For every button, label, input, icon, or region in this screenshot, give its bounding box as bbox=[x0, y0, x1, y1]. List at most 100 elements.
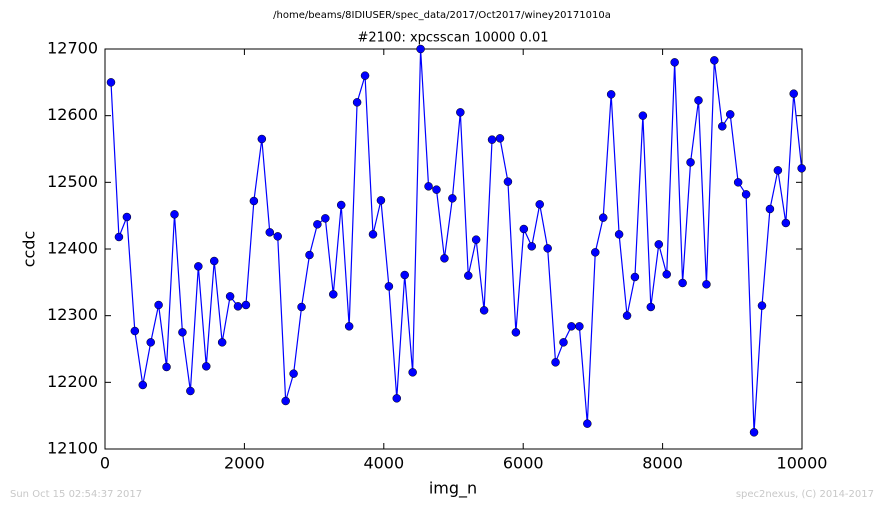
data-point bbox=[249, 196, 259, 206]
data-point bbox=[725, 110, 735, 119]
data-point bbox=[702, 280, 711, 289]
data-point bbox=[749, 428, 759, 437]
y-tick-label: 12400 bbox=[47, 239, 98, 258]
series-line bbox=[110, 48, 803, 433]
data-point bbox=[559, 338, 568, 347]
x-tick-label: 2000 bbox=[224, 454, 265, 473]
data-point bbox=[733, 178, 743, 187]
data-point bbox=[479, 306, 489, 315]
data-point bbox=[281, 396, 290, 406]
y-tick-label: 12100 bbox=[47, 439, 98, 458]
data-point bbox=[368, 230, 378, 239]
data-point bbox=[487, 135, 497, 144]
data-point bbox=[122, 212, 132, 222]
data-point bbox=[495, 134, 505, 143]
data-point bbox=[170, 210, 179, 219]
data-point bbox=[718, 122, 727, 131]
data-point bbox=[360, 71, 370, 80]
data-point bbox=[392, 394, 402, 403]
data-point bbox=[670, 58, 679, 67]
data-point bbox=[114, 232, 124, 242]
data-point bbox=[289, 369, 298, 378]
footer-right: spec2nexus, (C) 2014-2017 bbox=[736, 489, 874, 500]
data-point bbox=[686, 158, 695, 167]
data-point bbox=[273, 232, 282, 241]
data-point bbox=[583, 419, 592, 428]
data-point bbox=[130, 326, 140, 336]
data-point bbox=[241, 300, 251, 310]
data-point bbox=[694, 96, 703, 105]
data-point bbox=[408, 368, 417, 377]
data-point bbox=[519, 224, 529, 234]
data-point bbox=[606, 90, 616, 99]
x-axis-label: img_n bbox=[429, 479, 477, 499]
data-point bbox=[503, 177, 513, 186]
x-tick-label: 4000 bbox=[363, 454, 404, 473]
data-point bbox=[630, 272, 640, 282]
data-point bbox=[638, 111, 648, 120]
data-point bbox=[741, 190, 751, 199]
data-point bbox=[456, 108, 465, 117]
data-point bbox=[622, 311, 632, 320]
data-point bbox=[591, 248, 600, 257]
data-point bbox=[527, 242, 537, 251]
data-point bbox=[384, 282, 394, 291]
data-point bbox=[178, 328, 187, 337]
data-point bbox=[567, 322, 576, 331]
data-point bbox=[138, 380, 148, 390]
x-tick-label: 8000 bbox=[642, 454, 683, 473]
data-point bbox=[757, 301, 767, 310]
footer-left: Sun Oct 15 02:54:37 2017 bbox=[10, 489, 142, 500]
data-point bbox=[424, 182, 433, 191]
data-point bbox=[440, 254, 449, 263]
data-point bbox=[305, 250, 314, 260]
data-point bbox=[257, 134, 267, 144]
data-point bbox=[194, 262, 203, 271]
data-point bbox=[202, 362, 211, 371]
data-point bbox=[352, 98, 362, 107]
data-point bbox=[646, 302, 656, 312]
data-point bbox=[464, 271, 473, 280]
data-point bbox=[471, 235, 481, 244]
data-point bbox=[106, 78, 116, 87]
data-point bbox=[154, 300, 163, 310]
data-point bbox=[217, 338, 227, 347]
data-point bbox=[765, 204, 775, 214]
chart-title: #2100: xpcsscan 10000 0.01 bbox=[357, 31, 548, 46]
data-point bbox=[575, 322, 584, 331]
data-point bbox=[336, 200, 346, 210]
data-point bbox=[773, 166, 783, 175]
data-point bbox=[233, 302, 243, 311]
data-point bbox=[225, 292, 235, 301]
data-point bbox=[162, 362, 171, 372]
data-point bbox=[654, 240, 664, 249]
data-point bbox=[662, 270, 671, 279]
data-point bbox=[432, 185, 441, 194]
data-point bbox=[598, 213, 608, 222]
data-point bbox=[186, 386, 195, 396]
data-point bbox=[535, 200, 544, 209]
data-point bbox=[344, 322, 354, 331]
data-point bbox=[797, 164, 806, 173]
data-point bbox=[313, 220, 322, 229]
data-point bbox=[448, 194, 457, 203]
x-tick-label: 10000 bbox=[777, 454, 828, 473]
y-axis-label: ccdc bbox=[20, 231, 39, 268]
data-point bbox=[614, 230, 624, 239]
data-point bbox=[376, 196, 386, 205]
data-point bbox=[789, 89, 798, 98]
data-point bbox=[416, 44, 425, 54]
data-point bbox=[400, 270, 409, 280]
data-point bbox=[543, 244, 552, 253]
data-point bbox=[146, 338, 155, 347]
data-point bbox=[710, 56, 719, 65]
x-tick-label: 6000 bbox=[503, 454, 544, 473]
data-point bbox=[321, 214, 330, 223]
data-point bbox=[297, 302, 306, 312]
data-point bbox=[329, 290, 338, 299]
suptitle: /home/beams/8IDIUSER/spec_data/2017/Oct2… bbox=[273, 10, 611, 21]
y-tick-label: 12200 bbox=[47, 372, 98, 391]
data-point bbox=[781, 218, 791, 228]
data-point bbox=[511, 328, 521, 337]
